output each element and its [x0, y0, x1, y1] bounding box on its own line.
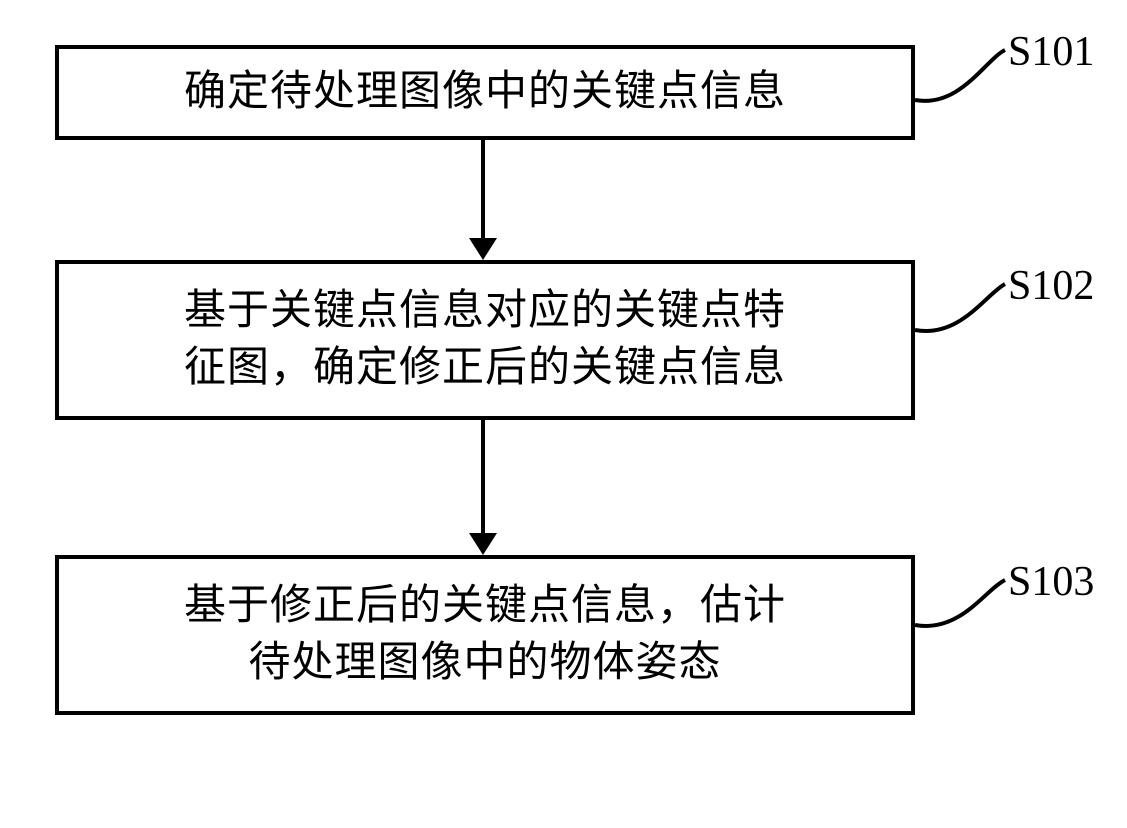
step-label-s103: S103 — [1008, 558, 1094, 606]
connector-path-s103 — [915, 580, 1005, 626]
flowchart-canvas: 确定待处理图像中的关键点信息 S101 基于关键点信息对应的关键点特 征图，确定… — [0, 0, 1127, 828]
connector-s103 — [0, 0, 1127, 828]
